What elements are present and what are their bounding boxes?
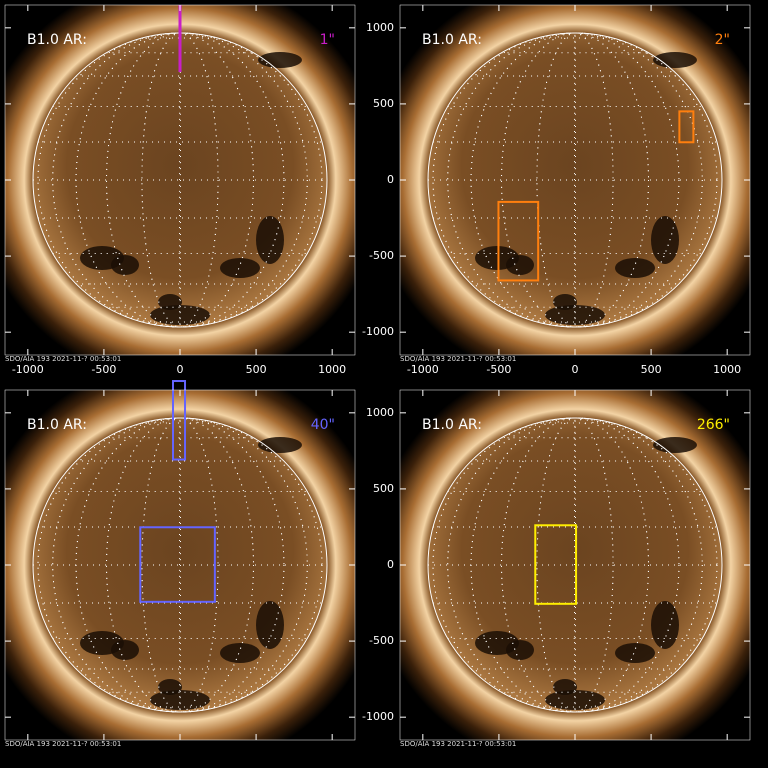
panel-label: B1.0 AR: — [422, 417, 482, 433]
x-tick-label: 0 — [177, 363, 184, 376]
longitude — [536, 32, 614, 328]
longitude — [75, 417, 285, 713]
scale-label: 1" — [320, 32, 335, 48]
footer: SDO/AIA 193 2021-11-? 00:53:01 — [400, 355, 516, 363]
longitude — [470, 32, 680, 328]
scale-label: 40" — [311, 417, 335, 433]
coronal-hole — [150, 305, 210, 325]
panel-label: B1.0 AR: — [27, 417, 87, 433]
x-tick-label: -1000 — [407, 363, 439, 376]
longitude — [432, 32, 718, 328]
x-tick-label: 1000 — [318, 363, 346, 376]
coronal-hole — [111, 640, 139, 660]
longitude — [501, 32, 649, 328]
region-box — [139, 526, 216, 603]
longitude — [75, 32, 285, 328]
coronal-hole — [545, 690, 605, 710]
footer: SDO/AIA 193 2021-11-? 00:53:01 — [5, 355, 121, 363]
panel: B1.0 AR: 1" SDO/AIA 193 2021-11-? 00:53:01… — [4, 4, 356, 376]
plot — [400, 5, 750, 355]
x-tick-label: -500 — [486, 363, 511, 376]
longitude — [447, 417, 703, 713]
panel-label: B1.0 AR: — [27, 32, 87, 48]
frame — [399, 4, 751, 356]
frame — [4, 389, 356, 741]
longitude — [536, 417, 614, 713]
coronal-hole — [150, 690, 210, 710]
y-tick-label: -500 — [369, 634, 394, 647]
coronal-hole — [615, 258, 655, 278]
footer: SDO/AIA 193 2021-11-? 00:53:01 — [5, 740, 121, 748]
coronal-hole — [651, 216, 679, 264]
longitude — [574, 32, 576, 328]
longitude — [501, 417, 649, 713]
region-box — [534, 524, 578, 605]
panel: B1.0 AR: 2" SDO/AIA 193 2021-11-? 00:53:01… — [362, 4, 751, 376]
longitude — [432, 417, 718, 713]
coronal-hole — [506, 255, 534, 275]
y-tick-label: -1000 — [362, 710, 394, 723]
x-tick-label: -500 — [91, 363, 116, 376]
y-tick-label: -500 — [369, 249, 394, 262]
y-tick-label: 500 — [373, 482, 394, 495]
footer: SDO/AIA 193 2021-11-? 00:53:01 — [400, 740, 516, 748]
y-tick-label: 0 — [387, 558, 394, 571]
plot — [5, 390, 355, 740]
longitude — [106, 32, 254, 328]
y-tick-label: 0 — [387, 173, 394, 186]
region-box — [497, 200, 540, 282]
longitude — [447, 32, 703, 328]
coronal-hole — [158, 294, 182, 310]
frame — [4, 4, 356, 356]
region-box — [678, 110, 695, 144]
longitude — [52, 32, 308, 328]
coronal-hole — [651, 601, 679, 649]
y-tick-label: 1000 — [366, 21, 394, 34]
coronal-hole — [653, 437, 697, 453]
plot — [5, 5, 355, 355]
longitude — [37, 417, 323, 713]
coronal-hole — [158, 679, 182, 695]
panel: B1.0 AR: 40" SDO/AIA 193 2021-11-? 00:53:0… — [4, 380, 356, 748]
coronal-hole — [258, 437, 302, 453]
longitude — [141, 417, 219, 713]
x-tick-label: -1000 — [12, 363, 44, 376]
coronal-hole — [615, 643, 655, 663]
plot — [400, 390, 750, 740]
coronal-hole — [256, 601, 284, 649]
coronal-hole — [653, 52, 697, 68]
x-tick-label: 1000 — [713, 363, 741, 376]
longitude — [106, 417, 254, 713]
longitude — [179, 417, 181, 713]
y-tick-label: 1000 — [366, 406, 394, 419]
longitude — [52, 417, 308, 713]
longitude — [37, 32, 323, 328]
panel-label: B1.0 AR: — [422, 32, 482, 48]
panel: B1.0 AR: 266" SDO/AIA 193 2021-11-? 00:53:… — [362, 389, 751, 748]
y-tick-label: -1000 — [362, 325, 394, 338]
coronal-hole — [256, 216, 284, 264]
coronal-hole — [545, 305, 605, 325]
coronal-hole — [553, 294, 577, 310]
coronal-hole — [111, 255, 139, 275]
coronal-hole — [220, 258, 260, 278]
scale-label: 266" — [697, 417, 730, 433]
x-tick-label: 500 — [246, 363, 267, 376]
scale-label: 2" — [715, 32, 730, 48]
coronal-hole — [506, 640, 534, 660]
frame — [399, 389, 751, 741]
x-tick-label: 500 — [641, 363, 662, 376]
longitude — [470, 417, 680, 713]
x-tick-label: 0 — [572, 363, 579, 376]
coronal-hole — [553, 679, 577, 695]
region-box — [172, 380, 187, 461]
y-tick-label: 500 — [373, 97, 394, 110]
coronal-hole — [258, 52, 302, 68]
longitude — [179, 32, 181, 328]
coronal-hole — [220, 643, 260, 663]
